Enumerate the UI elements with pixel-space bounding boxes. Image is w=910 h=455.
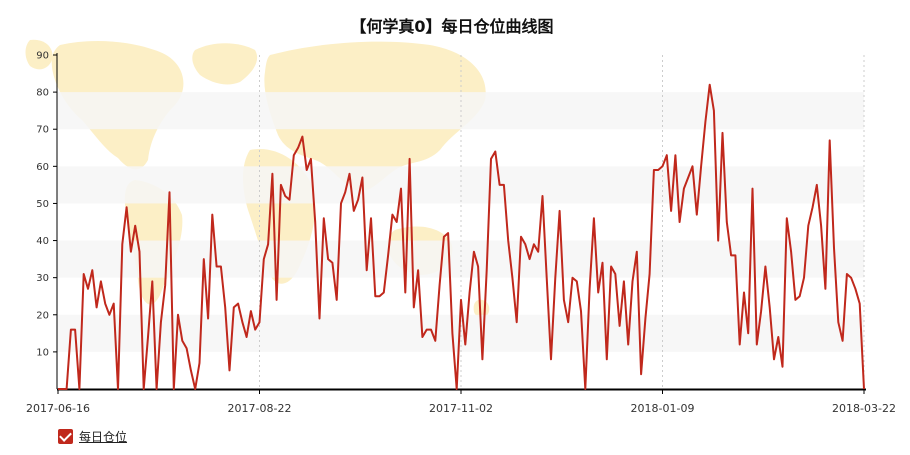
x-tick-label: 2017-06-16 (26, 402, 90, 415)
y-axis-ticks: 10 20 30 40 50 60 70 80 90 (36, 51, 57, 358)
legend-checkbox-icon[interactable] (58, 429, 73, 444)
vertical-gridlines (259, 55, 865, 389)
x-tick-label: 2017-11-02 (429, 402, 493, 415)
legend-item[interactable]: 每日仓位 (58, 428, 127, 445)
x-tick-label: 2017-08-22 (228, 402, 292, 415)
grid-band (57, 166, 864, 204)
y-tick-label: 80 (36, 88, 49, 99)
y-tick-label: 90 (36, 51, 49, 62)
y-tick-label: 10 (36, 347, 49, 358)
x-tick-label: 2018-03-22 (832, 402, 896, 415)
y-tick-label: 60 (36, 162, 49, 173)
x-tick-label: 2018-01-09 (631, 402, 695, 415)
y-tick-label: 50 (36, 199, 49, 210)
y-tick-label: 70 (36, 125, 49, 136)
series-line-daily-position (58, 83, 865, 390)
y-tick-label: 30 (36, 273, 49, 284)
legend-label: 每日仓位 (79, 430, 128, 444)
grid-bands (57, 92, 864, 352)
x-axis-ticks: 2017-06-16 2017-08-22 2017-11-02 2018-01-09… (26, 389, 896, 415)
y-tick-label: 40 (36, 236, 49, 247)
chart-title: 【何学真0】每日仓位曲线图 (350, 17, 553, 36)
y-tick-label: 20 (36, 310, 49, 321)
